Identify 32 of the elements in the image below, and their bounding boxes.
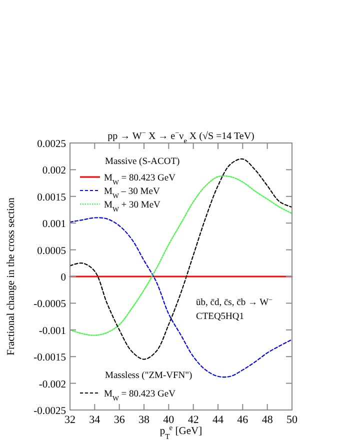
x-tick-label: 32: [64, 414, 76, 426]
y-tick-label: -0.0015: [34, 352, 66, 364]
y-tick-label: -0.0025: [34, 406, 66, 417]
y-tick-label: 0.002: [42, 166, 66, 177]
annotation: Massive (S-ACOT): [105, 157, 180, 167]
y-tick-label: -0.001: [38, 326, 66, 337]
legend-label: M$_{W}$ = 80.423 GeV: [104, 174, 176, 186]
y-tick-label: 0.0025: [37, 139, 66, 150]
y-tick-label: 0.001: [42, 219, 66, 230]
line-series: [69, 175, 293, 336]
annotation: CTEQ5HQ1: [196, 312, 244, 322]
y-tick-label: 0.0005: [37, 246, 66, 257]
x-tick-label: 36: [114, 414, 126, 426]
y-tick-label: 0.0015: [37, 192, 66, 204]
x-tick-label: 48: [262, 414, 274, 426]
x-tick-label: 38: [138, 414, 150, 426]
x-tick-label: 50: [286, 414, 298, 426]
legend-label: M$_{W}$ – 30 MeV: [104, 187, 160, 200]
annotation: ūb, c̄d, c̄s, c̄b → W$^{−}$: [196, 296, 273, 308]
chart-title: pp → W$^{−}$ X → e$^{−}$ν$_{e}$ X (√S =14 TeV): [108, 129, 254, 145]
y-tick-label: -0.0005: [34, 299, 66, 310]
legend-label: M$_{W}$ + 30 MeV: [104, 200, 161, 213]
annotation: Massless ("ZM-VFN"): [105, 371, 192, 381]
line-series: [69, 158, 293, 360]
legend-label: M$_{W}$ = 80.423 GeV: [104, 390, 176, 402]
y-tick-label: 0: [60, 272, 66, 284]
y-tick-label: -0.002: [38, 379, 66, 390]
x-tick-label: 34: [89, 414, 101, 426]
x-tick-label: 46: [237, 414, 249, 426]
x-tick-label: 44: [212, 414, 224, 426]
line-series: [69, 217, 293, 378]
y-axis-title: Fractional change in the cross section: [6, 196, 17, 356]
